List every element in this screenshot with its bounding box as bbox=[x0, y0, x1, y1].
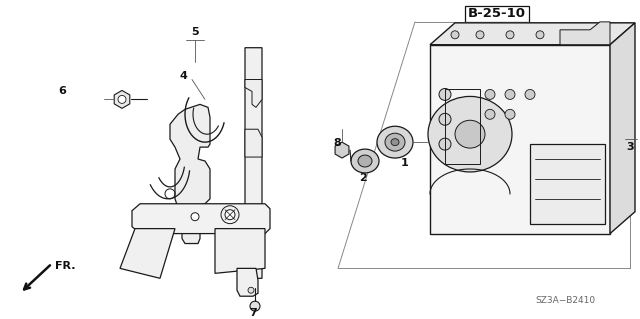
Ellipse shape bbox=[358, 155, 372, 167]
Polygon shape bbox=[530, 144, 605, 224]
Polygon shape bbox=[132, 204, 270, 234]
Circle shape bbox=[525, 89, 535, 100]
Polygon shape bbox=[610, 23, 635, 234]
Circle shape bbox=[536, 31, 544, 39]
Circle shape bbox=[451, 31, 459, 39]
Text: 3: 3 bbox=[626, 142, 634, 152]
Text: 6: 6 bbox=[58, 86, 66, 96]
Polygon shape bbox=[430, 23, 635, 45]
Text: 7: 7 bbox=[249, 308, 257, 318]
Circle shape bbox=[248, 287, 254, 293]
Polygon shape bbox=[237, 268, 258, 296]
Text: 8: 8 bbox=[333, 138, 341, 148]
Polygon shape bbox=[245, 129, 262, 157]
Ellipse shape bbox=[428, 96, 512, 172]
Circle shape bbox=[505, 109, 515, 119]
Ellipse shape bbox=[455, 120, 485, 148]
Circle shape bbox=[476, 31, 484, 39]
Text: FR.: FR. bbox=[55, 261, 76, 271]
Circle shape bbox=[439, 88, 451, 100]
Text: 4: 4 bbox=[179, 70, 187, 80]
Circle shape bbox=[485, 89, 495, 100]
Circle shape bbox=[250, 301, 260, 311]
Circle shape bbox=[505, 89, 515, 100]
Polygon shape bbox=[245, 48, 262, 278]
Ellipse shape bbox=[351, 149, 379, 173]
Polygon shape bbox=[215, 229, 265, 273]
Ellipse shape bbox=[377, 126, 413, 158]
Polygon shape bbox=[245, 79, 262, 108]
Polygon shape bbox=[120, 229, 175, 278]
Polygon shape bbox=[170, 104, 210, 243]
Circle shape bbox=[439, 138, 451, 150]
Ellipse shape bbox=[391, 139, 399, 145]
Circle shape bbox=[485, 109, 495, 119]
Text: 5: 5 bbox=[191, 27, 199, 37]
Text: 1: 1 bbox=[401, 158, 409, 168]
Circle shape bbox=[225, 210, 235, 220]
Text: SZ3A−B2410: SZ3A−B2410 bbox=[535, 296, 595, 305]
Polygon shape bbox=[114, 91, 130, 108]
Polygon shape bbox=[335, 142, 349, 158]
Circle shape bbox=[191, 213, 199, 221]
Circle shape bbox=[506, 31, 514, 39]
Circle shape bbox=[439, 113, 451, 125]
Polygon shape bbox=[430, 45, 610, 234]
Circle shape bbox=[118, 95, 126, 103]
Ellipse shape bbox=[385, 133, 405, 151]
Text: B-25-10: B-25-10 bbox=[468, 7, 526, 20]
Text: 2: 2 bbox=[359, 173, 367, 183]
Polygon shape bbox=[560, 22, 610, 45]
